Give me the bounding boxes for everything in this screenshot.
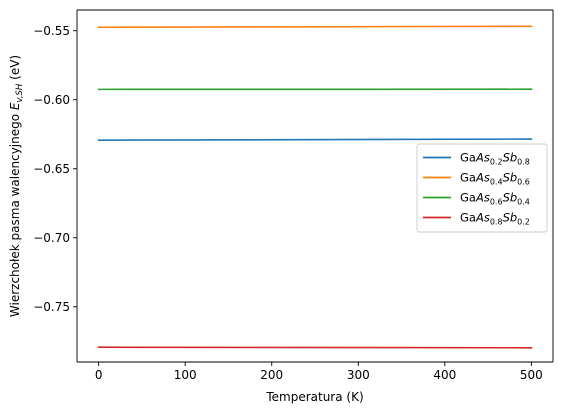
y-tick-label: −0.55	[33, 24, 70, 38]
legend-label-element: Sb	[503, 151, 518, 165]
y-tick-label: −0.65	[33, 162, 70, 176]
legend-label-subscript: 0.8	[490, 218, 503, 227]
legend-label-element: Sb	[503, 211, 518, 225]
y-axis-label-symbol: E	[8, 102, 22, 110]
series-line-gaas02sb08	[97, 138, 533, 141]
series-line-gaas04sb06	[97, 25, 533, 29]
y-axis-label: Wierzchołek pasma walencyjnego Ev,SH (eV…	[8, 55, 25, 317]
legend-label-subscript: 0.2	[490, 158, 503, 167]
legend-label-subscript: 0.6	[517, 178, 530, 187]
x-tick-label: 100	[174, 368, 197, 382]
legend-label-subscript: 0.6	[490, 198, 503, 207]
legend: GaAs0.2Sb0.8GaAs0.4Sb0.6GaAs0.6Sb0.4GaAs…	[416, 143, 548, 233]
legend-label: GaAs0.8Sb0.2	[460, 211, 530, 227]
legend-entry: GaAs0.6Sb0.4	[423, 191, 530, 207]
legend-label: GaAs0.2Sb0.8	[460, 151, 530, 167]
legend-label-prefix: Ga	[460, 171, 476, 185]
y-tick-label: −0.70	[33, 231, 70, 245]
legend-label-prefix: Ga	[460, 191, 476, 205]
legend-label-subscript: 0.2	[517, 218, 530, 227]
series-line-gaas08sb02	[97, 346, 533, 349]
legend-frame	[416, 143, 548, 233]
legend-entry: GaAs0.2Sb0.8	[423, 151, 530, 167]
legend-label-subscript: 0.4	[517, 198, 530, 207]
y-axis-label-text: Wierzchołek pasma walencyjnego	[8, 110, 22, 317]
x-axis-label: Temperatura (K)	[265, 390, 363, 404]
legend-label-element: As	[475, 151, 490, 165]
legend-label-element: Sb	[503, 171, 518, 185]
x-tick-label: 400	[433, 368, 456, 382]
legend-label-element: As	[475, 171, 490, 185]
y-axis-label-subscript: v,SH	[15, 83, 25, 102]
x-tick-label: 500	[520, 368, 543, 382]
legend-label-element: As	[475, 211, 490, 225]
x-tick-label: 200	[260, 368, 283, 382]
legend-label-element: As	[475, 191, 490, 205]
axes-layer: 0 100 200 300 400 500 −0.55 −0.60 −0.65 −0.70 −0.7…	[8, 9, 554, 404]
y-tick-label: −0.75	[33, 300, 70, 314]
legend-label: GaAs0.6Sb0.4	[460, 191, 530, 207]
legend-label: GaAs0.4Sb0.6	[460, 171, 530, 187]
x-tick-label: 300	[347, 368, 370, 382]
legend-label-prefix: Ga	[460, 151, 476, 165]
y-axis-label-unit: (eV)	[8, 55, 22, 84]
legend-label-element: Sb	[503, 191, 518, 205]
legend-label-subscript: 0.4	[490, 178, 503, 187]
legend-entry: GaAs0.8Sb0.2	[423, 211, 530, 227]
x-tick-label: 0	[95, 368, 103, 382]
legend-label-subscript: 0.8	[517, 158, 530, 167]
legend-entry: GaAs0.4Sb0.6	[423, 171, 530, 187]
y-tick-label: −0.60	[33, 93, 70, 107]
legend-label-prefix: Ga	[460, 211, 476, 225]
